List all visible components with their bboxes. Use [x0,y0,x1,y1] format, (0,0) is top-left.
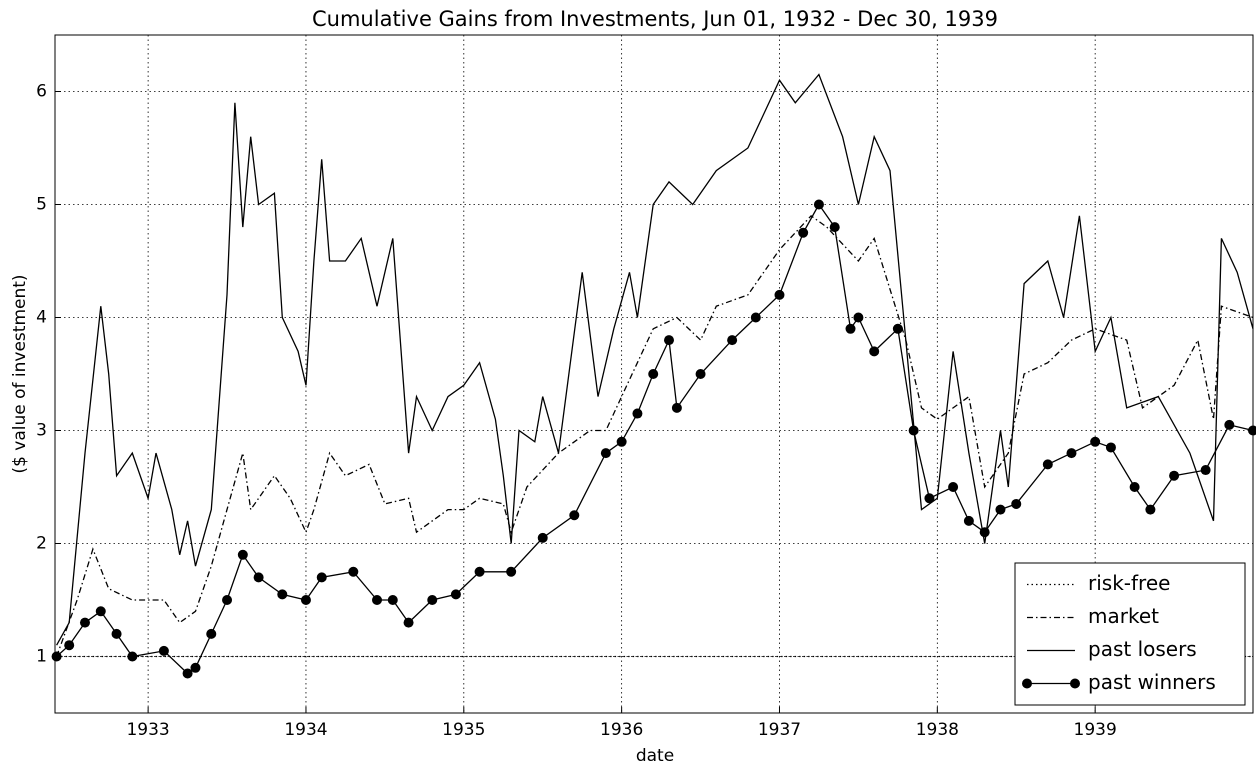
y-tick-label: 3 [36,421,47,441]
legend-marker [1070,678,1080,689]
legend-label: market [1088,604,1159,628]
marker [1090,436,1101,447]
x-tick-label: 1934 [284,720,327,740]
marker [206,628,217,639]
marker [111,628,122,639]
series-line [55,214,1254,657]
legend-box [1014,562,1246,706]
marker [387,595,398,605]
marker [1105,442,1116,453]
marker [600,448,611,459]
marker [908,425,919,436]
marker [995,504,1006,515]
marker [774,289,785,300]
marker [813,199,824,210]
marker [1129,482,1140,492]
marker [798,227,809,238]
y-tick-label: 6 [36,82,47,102]
marker [727,335,738,346]
chart-title: Cumulative Gains from Investments, Jun 0… [312,7,998,31]
y-tick-label: 5 [36,195,47,215]
marker [64,640,75,651]
series-line [56,203,1254,675]
legend-label: past losers [1088,637,1197,661]
plot-frame [54,34,1254,714]
marker [1169,470,1180,481]
marker [616,436,627,447]
marker [869,346,880,357]
marker [845,323,856,334]
marker [1066,448,1077,459]
marker [127,651,138,662]
marker [1042,459,1053,470]
marker [1011,498,1022,509]
series-line [56,73,1254,646]
y-tick-label: 4 [36,308,47,328]
marker [979,527,990,538]
marker [190,662,201,673]
marker [277,589,288,600]
marker [474,566,485,577]
marker [1224,419,1235,430]
y-tick-label: 2 [36,534,47,554]
marker [253,572,264,583]
marker [427,595,438,605]
marker [348,566,359,577]
marker [450,589,461,600]
x-tick-label: 1938 [916,720,959,740]
legend-marker [1022,678,1032,689]
marker [963,515,974,526]
x-tick-label: 1936 [600,720,643,740]
marker [663,335,674,346]
marker [51,651,62,662]
marker [695,369,706,379]
legend-label: risk-free [1088,571,1170,595]
marker [892,323,903,334]
marker [750,312,761,323]
marker [1200,465,1211,476]
marker [371,595,382,605]
legend-label: past winners [1088,670,1216,694]
marker [237,549,248,560]
marker [403,617,414,628]
marker [506,566,517,577]
marker [829,222,840,233]
marker [1145,504,1156,515]
marker [569,510,580,521]
x-tick-label: 1939 [1074,720,1117,740]
marker [79,617,90,628]
marker [222,595,233,605]
x-tick-label: 1933 [126,720,169,740]
marker [316,572,327,583]
marker [948,482,959,492]
marker [853,312,864,323]
marker [671,402,682,413]
marker [1248,425,1256,436]
marker [924,493,935,504]
marker [95,606,106,617]
marker [632,408,643,419]
x-tick-label: 1935 [442,720,485,740]
marker [182,668,193,679]
x-axis-label: date [636,746,674,766]
x-tick-label: 1937 [758,720,801,740]
y-axis-label: ($ value of investment) [10,274,30,473]
y-tick-label: 1 [36,647,47,667]
marker [300,595,311,605]
marker [537,532,548,543]
legend: risk-free market past losers past winners [1014,562,1246,706]
marker [648,369,659,379]
marker [158,645,169,656]
